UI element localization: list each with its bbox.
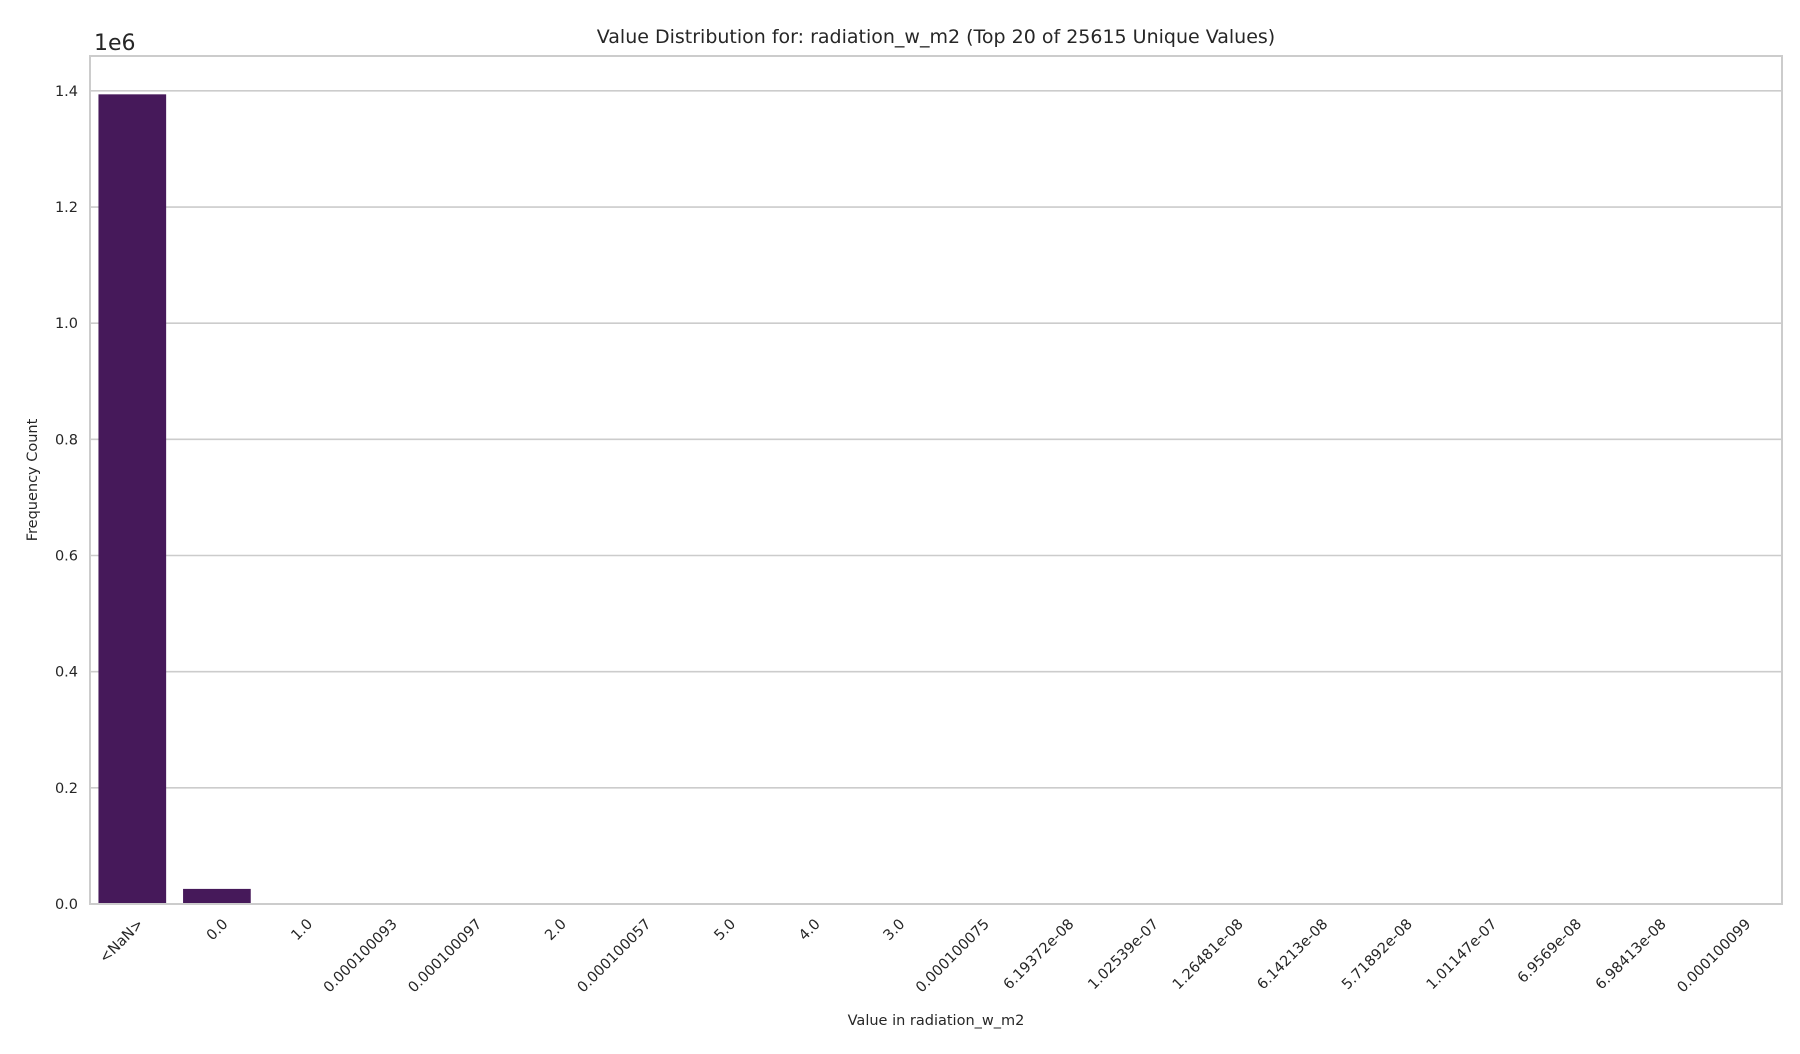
- grid-lines: [90, 91, 1782, 904]
- x-tick-label: 5.71892e-08: [1339, 916, 1416, 993]
- chart-title: Value Distribution for: radiation_w_m2 (…: [597, 26, 1275, 48]
- x-tick-label: 6.14213e-08: [1255, 916, 1332, 993]
- y-tick-label: 0.2: [55, 781, 78, 797]
- x-tick-label: 6.9569e-08: [1515, 916, 1585, 986]
- x-tick-label: 0.000100097: [405, 916, 485, 996]
- x-tick-label: 0.0: [204, 916, 232, 944]
- y-offset-label: 1e6: [94, 31, 136, 56]
- x-tick-label: 4.0: [796, 916, 824, 944]
- x-tick-label: 0.000100075: [913, 916, 993, 996]
- x-tick-label: <NaN>: [97, 916, 147, 966]
- x-tick-label: 1.26481e-08: [1170, 916, 1247, 993]
- x-tick-label: 3.0: [881, 916, 909, 944]
- y-axis-label: Frequency Count: [25, 418, 41, 541]
- y-tick-label: 0.0: [55, 897, 78, 913]
- x-tick-label: 0.000100057: [575, 916, 655, 996]
- x-tick-label: 6.98413e-08: [1593, 916, 1670, 993]
- plot-frame: [90, 56, 1782, 904]
- y-tick-label: 0.4: [55, 665, 78, 681]
- y-tick-label: 1.4: [55, 84, 78, 100]
- x-tick-label: 0.000100093: [321, 916, 401, 996]
- bar: [183, 889, 251, 904]
- x-tick-label: 1.0: [288, 916, 316, 944]
- y-tick-label: 1.2: [55, 200, 78, 216]
- x-tick-label: 5.0: [711, 916, 739, 944]
- x-tick-label: 6.19372e-08: [1001, 916, 1078, 993]
- x-axis-label: Value in radiation_w_m2: [848, 1013, 1025, 1029]
- y-tick-label: 0.6: [55, 549, 78, 565]
- x-tick-label: 1.02539e-07: [1085, 916, 1162, 993]
- y-tick-label: 0.8: [55, 432, 78, 448]
- x-tick-label: 0.000100099: [1674, 916, 1754, 996]
- bars: [98, 94, 1773, 904]
- y-tick-label: 1.0: [55, 316, 78, 332]
- bar: [98, 94, 166, 904]
- y-tick-labels: 0.0 0.2 0.4 0.6 0.8 1.0 1.2 1.4: [55, 84, 78, 913]
- x-tick-label: 1.01147e-07: [1424, 916, 1501, 993]
- x-tick-label: 2.0: [542, 916, 570, 944]
